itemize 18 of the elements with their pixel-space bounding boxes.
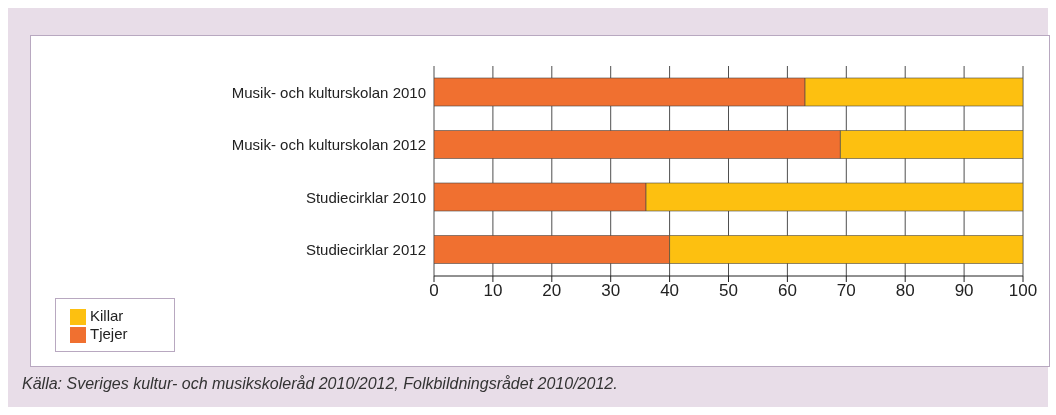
x-tick-label: 40: [660, 281, 680, 301]
x-tick-label: 60: [777, 281, 797, 301]
x-tick-label: 100: [1008, 281, 1038, 301]
y-tick-label: Studiecirklar 2012: [305, 241, 426, 259]
y-tick-label: Studiecirklar 2010: [305, 188, 426, 206]
legend-label: Killar: [90, 307, 124, 324]
x-tick-label: 0: [429, 281, 439, 301]
y-tick-label: Musik- och kulturskolan 2010: [231, 83, 426, 101]
text: Källa: Sveriges kultur- och musikskoleråd 2010/2012, Folkbildningsrådet 2010/2012.: [22, 375, 618, 393]
x-tick-label: 70: [836, 281, 856, 301]
legend-label: Tjejer: [90, 325, 128, 342]
x-tick-label: 50: [719, 281, 738, 301]
x-tick-label: 10: [483, 281, 503, 301]
y-tick-label: Musik- och kulturskolan 2012: [231, 136, 426, 154]
x-tick-label: 90: [954, 281, 974, 301]
x-tick-label: 30: [601, 281, 621, 301]
x-tick-label: 20: [542, 281, 562, 301]
x-tick-label: 80: [895, 281, 915, 301]
